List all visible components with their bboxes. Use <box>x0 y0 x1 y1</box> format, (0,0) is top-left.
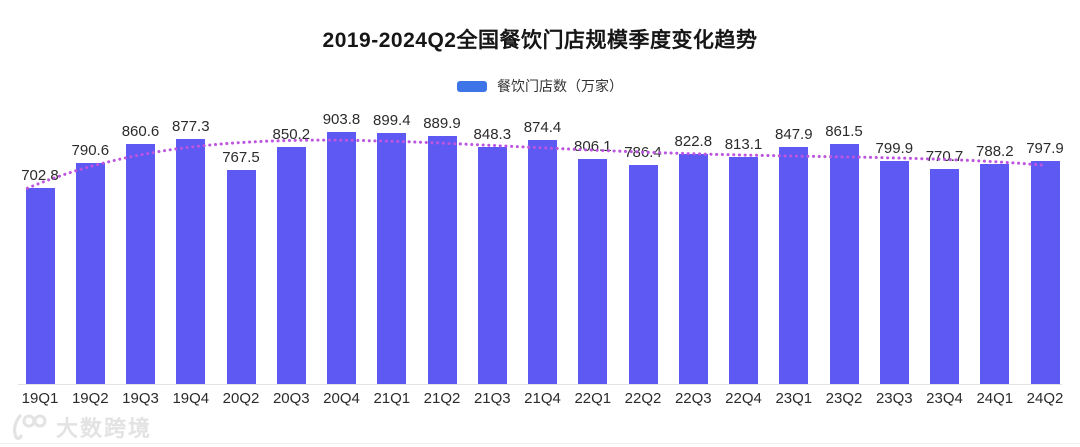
x-tick-20Q3: 20Q3 <box>272 390 310 407</box>
bar-21Q3[interactable] <box>477 147 507 384</box>
value-label-19Q4: 877.3 <box>172 118 210 136</box>
bar-22Q2[interactable] <box>628 164 658 384</box>
value-label-19Q2: 790.6 <box>71 142 110 160</box>
x-tick-20Q2: 20Q2 <box>222 390 260 407</box>
x-tick-23Q3: 23Q3 <box>875 390 913 407</box>
x-tick-22Q2: 22Q2 <box>624 390 662 407</box>
x-tick-24Q2: 24Q2 <box>1026 390 1064 407</box>
x-tick-19Q3: 19Q3 <box>122 390 159 407</box>
value-label-24Q2: 797.9 <box>1026 140 1064 158</box>
bar-24Q1[interactable] <box>980 164 1010 384</box>
x-tick-20Q4: 20Q4 <box>323 390 360 407</box>
x-tick-22Q3: 22Q3 <box>674 390 712 407</box>
bar-20Q3[interactable] <box>276 146 306 384</box>
bar-21Q2[interactable] <box>427 135 457 384</box>
x-axis-line <box>18 384 1062 385</box>
value-label-21Q1: 899.4 <box>373 112 411 130</box>
bar-19Q4[interactable] <box>176 139 206 384</box>
value-label-19Q1: 702.8 <box>21 166 59 184</box>
bar-19Q2[interactable] <box>75 163 105 384</box>
x-tick-19Q2: 19Q2 <box>71 390 109 407</box>
x-tick-21Q2: 21Q2 <box>423 390 461 407</box>
bar-21Q4[interactable] <box>528 140 557 384</box>
x-tick-23Q4: 23Q4 <box>926 390 963 407</box>
value-label-19Q3: 860.6 <box>121 122 160 140</box>
bar-20Q2[interactable] <box>226 169 256 384</box>
x-tick-22Q4: 22Q4 <box>725 390 762 407</box>
bar-21Q1[interactable] <box>377 133 407 384</box>
bar-22Q4[interactable] <box>729 157 758 384</box>
legend-label: 餐饮门店数（万家） <box>497 78 623 94</box>
bar-20Q4[interactable] <box>327 131 356 384</box>
bar-19Q1[interactable] <box>25 187 55 384</box>
bar-19Q3[interactable] <box>126 143 155 384</box>
value-label-20Q3: 850.2 <box>272 125 311 143</box>
bar-23Q2[interactable] <box>829 143 859 384</box>
bar-23Q3[interactable] <box>879 160 909 384</box>
watermark-logo-icon <box>13 414 47 440</box>
value-label-21Q2: 889.9 <box>423 114 461 132</box>
bar-23Q1[interactable] <box>779 147 809 384</box>
legend-swatch-icon <box>457 80 487 92</box>
value-label-21Q4: 874.4 <box>523 119 562 136</box>
value-label-23Q2: 861.5 <box>825 122 863 140</box>
chart-title: 2019-2024Q2全国餐饮门店规模季度变化趋势 <box>322 29 758 52</box>
x-tick-22Q1: 22Q1 <box>574 390 612 407</box>
bar-22Q1[interactable] <box>578 159 608 384</box>
bar-24Q2[interactable] <box>1030 161 1060 384</box>
x-tick-23Q2: 23Q2 <box>825 390 863 407</box>
x-tick-23Q1: 23Q1 <box>775 390 813 407</box>
x-tick-21Q1: 21Q1 <box>373 390 411 407</box>
watermark-text: 大数跨境 <box>56 416 153 441</box>
bar-22Q3[interactable] <box>678 154 708 384</box>
value-label-20Q2: 767.5 <box>222 148 260 166</box>
watermark: 大数跨境 <box>10 411 152 443</box>
x-tick-21Q4: 21Q4 <box>524 390 561 407</box>
x-tick-19Q4: 19Q4 <box>172 390 210 407</box>
x-tick-24Q1: 24Q1 <box>976 390 1014 407</box>
bar-23Q4[interactable] <box>930 169 959 384</box>
x-tick-21Q3: 21Q3 <box>473 390 511 407</box>
value-label-20Q4: 903.8 <box>322 110 361 128</box>
bottom-divider <box>0 443 1080 444</box>
x-tick-19Q1: 19Q1 <box>21 390 59 407</box>
legend[interactable]: 餐饮门店数（万家） <box>0 76 1080 96</box>
